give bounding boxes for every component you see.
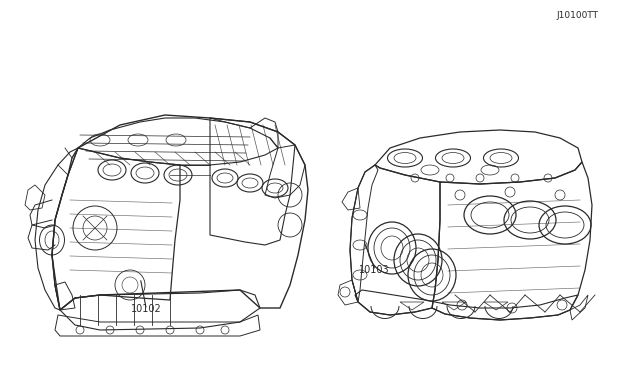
Text: J10100TT: J10100TT [556, 12, 598, 20]
Text: 10103: 10103 [359, 265, 390, 275]
Text: 10102: 10102 [131, 304, 161, 314]
